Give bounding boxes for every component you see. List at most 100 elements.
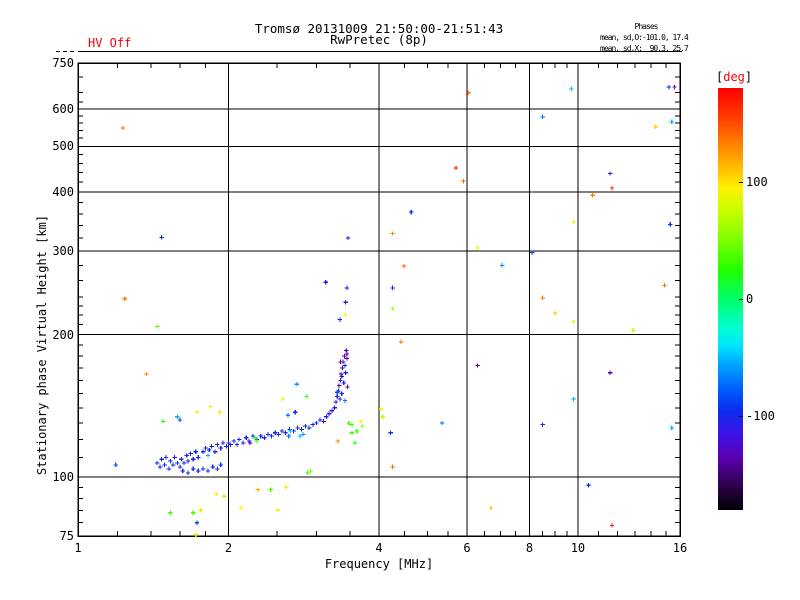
data-point — [380, 414, 385, 419]
data-point — [284, 485, 289, 490]
colorbar-bracket-close: ] — [744, 70, 753, 84]
data-point — [333, 399, 339, 405]
data-point — [342, 353, 347, 359]
data-point — [240, 440, 246, 446]
data-point — [344, 351, 350, 357]
data-point — [212, 449, 218, 454]
data-point — [200, 466, 206, 472]
data-point — [475, 245, 480, 251]
x-tick-label: 8 — [525, 541, 534, 555]
x-axis-label: Frequency [MHz] — [324, 557, 434, 571]
data-point — [337, 317, 343, 322]
data-point — [265, 432, 271, 437]
data-point — [168, 458, 173, 464]
data-point — [338, 359, 343, 365]
data-point — [191, 457, 196, 462]
data-point — [321, 419, 326, 424]
data-point — [342, 398, 348, 403]
data-point — [390, 464, 395, 470]
data-point — [609, 523, 615, 528]
y-tick-label: 75 — [59, 529, 74, 543]
data-point — [378, 407, 384, 412]
colorbar — [718, 88, 743, 510]
data-point — [258, 433, 263, 439]
data-point — [337, 396, 343, 402]
data-point — [607, 171, 613, 176]
data-point — [276, 432, 281, 437]
data-point — [343, 300, 348, 305]
data-point — [344, 285, 350, 291]
colorbar-tick-label: 0 — [746, 292, 754, 306]
data-point — [323, 280, 328, 285]
y-tick-label: 500 — [52, 139, 74, 154]
data-point — [317, 417, 323, 423]
data-point — [175, 460, 180, 466]
data-point — [279, 428, 285, 434]
data-point — [286, 433, 291, 439]
data-point — [305, 470, 310, 476]
data-point — [338, 378, 343, 383]
data-point — [314, 420, 319, 426]
x-tick-label: 4 — [375, 541, 383, 555]
data-point — [122, 296, 127, 301]
data-point — [288, 428, 293, 434]
data-point — [196, 468, 201, 474]
data-point — [341, 380, 346, 386]
data-point — [179, 457, 184, 462]
data-point — [569, 86, 574, 92]
data-point — [349, 430, 355, 435]
data-point — [144, 371, 149, 377]
y-tick-label: 200 — [52, 327, 74, 342]
data-point — [529, 250, 535, 255]
data-point — [217, 410, 222, 415]
data-point — [662, 283, 667, 288]
data-point — [349, 422, 355, 427]
data-point — [439, 420, 445, 426]
data-point — [346, 420, 351, 426]
data-point — [224, 444, 229, 449]
data-point — [666, 84, 672, 90]
data-point — [200, 449, 206, 454]
data-point — [166, 466, 172, 472]
colorbar-bracket-open: [ — [716, 70, 724, 84]
data-point — [336, 383, 342, 388]
data-point — [294, 382, 300, 387]
data-point — [254, 438, 260, 444]
data-point — [358, 419, 364, 424]
data-point — [343, 370, 348, 375]
data-point — [631, 328, 636, 333]
data-point — [185, 458, 191, 464]
data-point — [234, 442, 240, 447]
data-point — [653, 124, 658, 129]
data-point — [198, 508, 203, 513]
data-point — [168, 510, 173, 515]
data-point — [499, 263, 505, 268]
y-tick-label: 750 — [52, 56, 74, 70]
data-point — [255, 487, 261, 492]
data-point — [342, 363, 348, 368]
data-point — [332, 405, 337, 410]
data-point — [335, 394, 340, 399]
data-point — [308, 468, 313, 474]
data-point — [571, 219, 576, 225]
data-point — [154, 460, 160, 466]
data-point — [215, 442, 220, 447]
data-point — [177, 417, 183, 423]
data-point — [540, 422, 545, 427]
x-tick-label: 6 — [463, 541, 471, 555]
data-point — [209, 444, 214, 449]
data-point — [205, 468, 211, 474]
data-point — [352, 440, 358, 446]
data-point — [310, 422, 316, 427]
data-point — [571, 396, 576, 402]
plot-subtitle: RwPretec (8p) — [330, 32, 428, 47]
data-point — [345, 384, 350, 390]
data-point — [188, 451, 193, 456]
data-point — [218, 462, 223, 468]
data-point — [453, 165, 459, 171]
colorbar-tick-mark — [739, 182, 743, 183]
data-point — [191, 510, 196, 515]
data-point — [669, 119, 674, 125]
data-point — [335, 438, 341, 444]
